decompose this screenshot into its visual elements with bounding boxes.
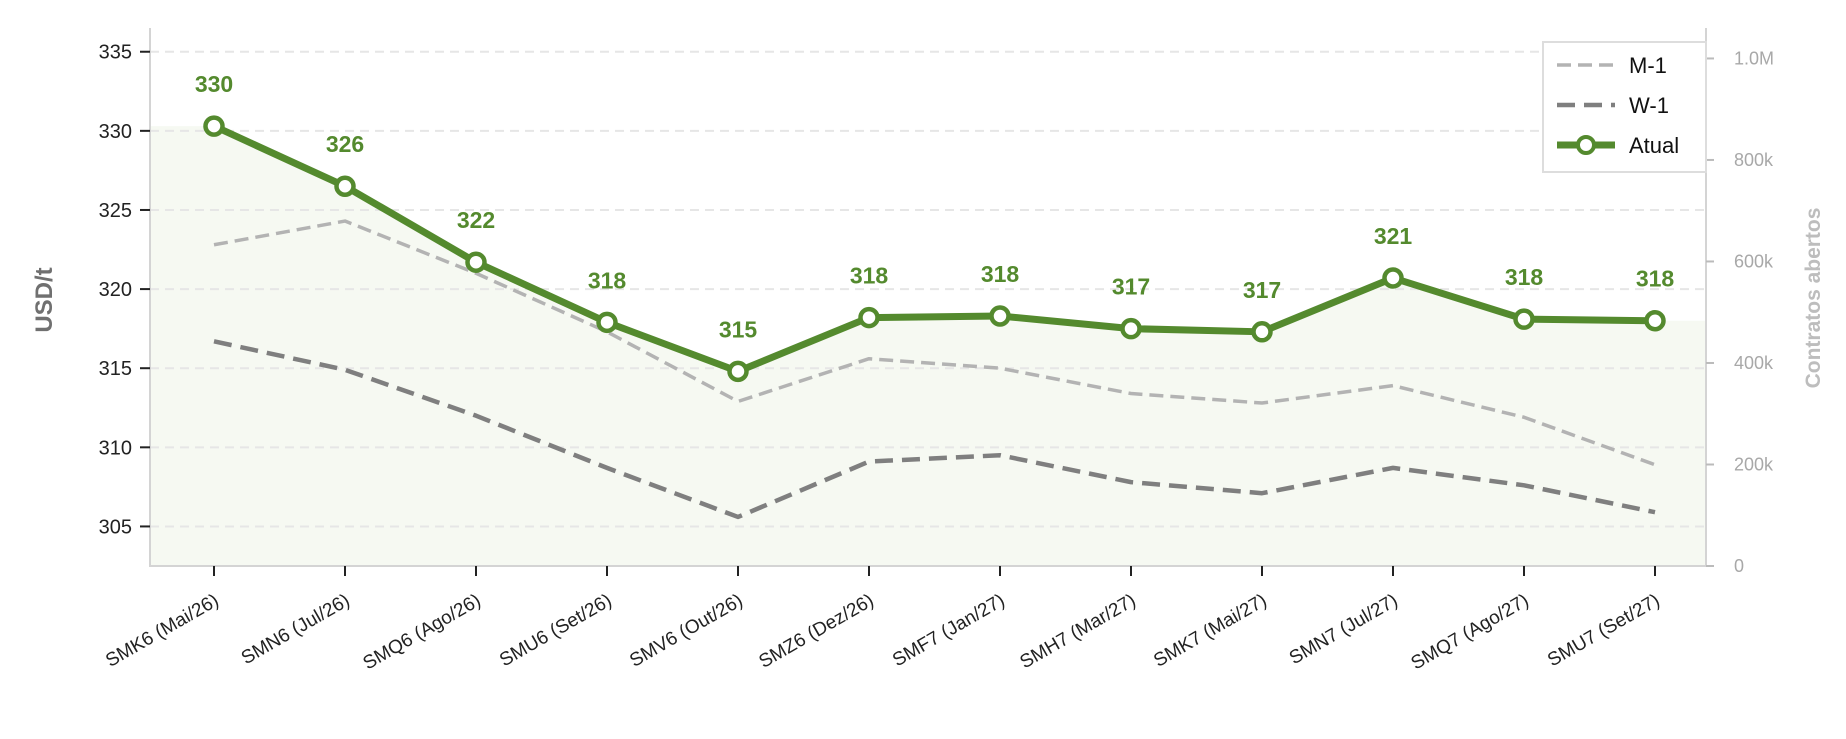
y-tick-label: 330: [99, 121, 132, 143]
y-tick-label: 325: [99, 200, 132, 222]
data-label: 317: [1112, 274, 1150, 300]
y2-tick-label: 600k: [1734, 251, 1774, 271]
x-tick-label: SMK7 (Mai/27): [1150, 590, 1270, 672]
data-label: 322: [457, 207, 495, 233]
data-label: 315: [719, 316, 758, 342]
y2-tick-label: 400k: [1734, 353, 1774, 373]
y2-tick-label: 800k: [1734, 150, 1774, 170]
gridlines: [150, 50, 1706, 528]
x-tick-label: SMV6 (Out/26): [626, 590, 746, 672]
series-markers: [203, 115, 1666, 383]
atual-marker: [465, 251, 487, 273]
x-tick-label: SMU7 (Set/27): [1544, 590, 1663, 671]
data-label: 330: [195, 71, 233, 97]
x-tick-label: SMQ6 (Ago/26): [360, 590, 485, 674]
legend-marker-atual: [1576, 135, 1596, 155]
atual-marker: [1120, 317, 1142, 340]
data-label: 326: [326, 131, 364, 157]
x-tick-label: SMK6 (Mai/26): [102, 590, 222, 672]
y-tick-label: 315: [99, 358, 132, 380]
data-label: 318: [588, 267, 627, 293]
y2-tick-label: 200k: [1734, 454, 1774, 474]
atual-marker: [596, 311, 618, 334]
atual-marker: [1251, 321, 1273, 343]
atual-marker: [203, 115, 225, 137]
atual-marker: [727, 360, 749, 383]
y-tick-label: 335: [99, 42, 132, 64]
atual-marker: [989, 305, 1011, 327]
y-tick-label: 320: [99, 279, 132, 301]
area-fill: [150, 126, 1706, 566]
series-line-atual: [212, 122, 1656, 375]
x-tick-label: SMF7 (Jan/27): [889, 590, 1008, 671]
current-curve-area: [150, 126, 1706, 566]
atual-marker: [858, 306, 880, 329]
legend: M-1 W-1 Atual: [1542, 41, 1707, 173]
x-tick-label: SMN6 (Jul/26): [238, 590, 354, 669]
series-line-m-1: [213, 219, 1656, 467]
series-line-w-1: [213, 339, 1656, 520]
y2-tick-label: 1.0M: [1734, 48, 1774, 68]
x-tick-label: SMH7 (Mar/27): [1017, 590, 1140, 673]
legend-label-atual: Atual: [1629, 133, 1679, 158]
data-label: 317: [1243, 277, 1281, 303]
series-lines: [212, 122, 1656, 520]
y-axis-title: USD/t: [31, 267, 58, 332]
data-label: 318: [981, 261, 1020, 287]
x-tick-label: SMQ7 (Ago/27): [1408, 590, 1533, 674]
y-tick-label: 305: [99, 516, 132, 538]
x-tick-label: SMU6 (Set/26): [496, 590, 615, 671]
atual-marker: [1644, 309, 1666, 332]
y-tick-label: 310: [99, 437, 132, 459]
x-tick-label: SMN7 (Jul/27): [1286, 590, 1402, 669]
atual-marker: [1382, 267, 1404, 289]
legend-label-w-1: W-1: [1629, 93, 1669, 118]
data-label: 321: [1374, 223, 1413, 249]
legend-label-m-1: M-1: [1629, 53, 1667, 78]
y2-axis-title: Contratos abertos: [1802, 208, 1825, 389]
x-tick-label: SMZ6 (Dez/26): [755, 590, 877, 673]
atual-marker: [334, 175, 356, 197]
data-label: 318: [1505, 264, 1544, 290]
data-label: 318: [850, 263, 889, 289]
y2-tick-label: 0: [1734, 556, 1744, 576]
data-label: 318: [1636, 266, 1675, 292]
atual-marker: [1513, 308, 1535, 330]
data-labels: 330 326 322 318 315 318 318 317 317 321 318 318: [195, 71, 1675, 342]
